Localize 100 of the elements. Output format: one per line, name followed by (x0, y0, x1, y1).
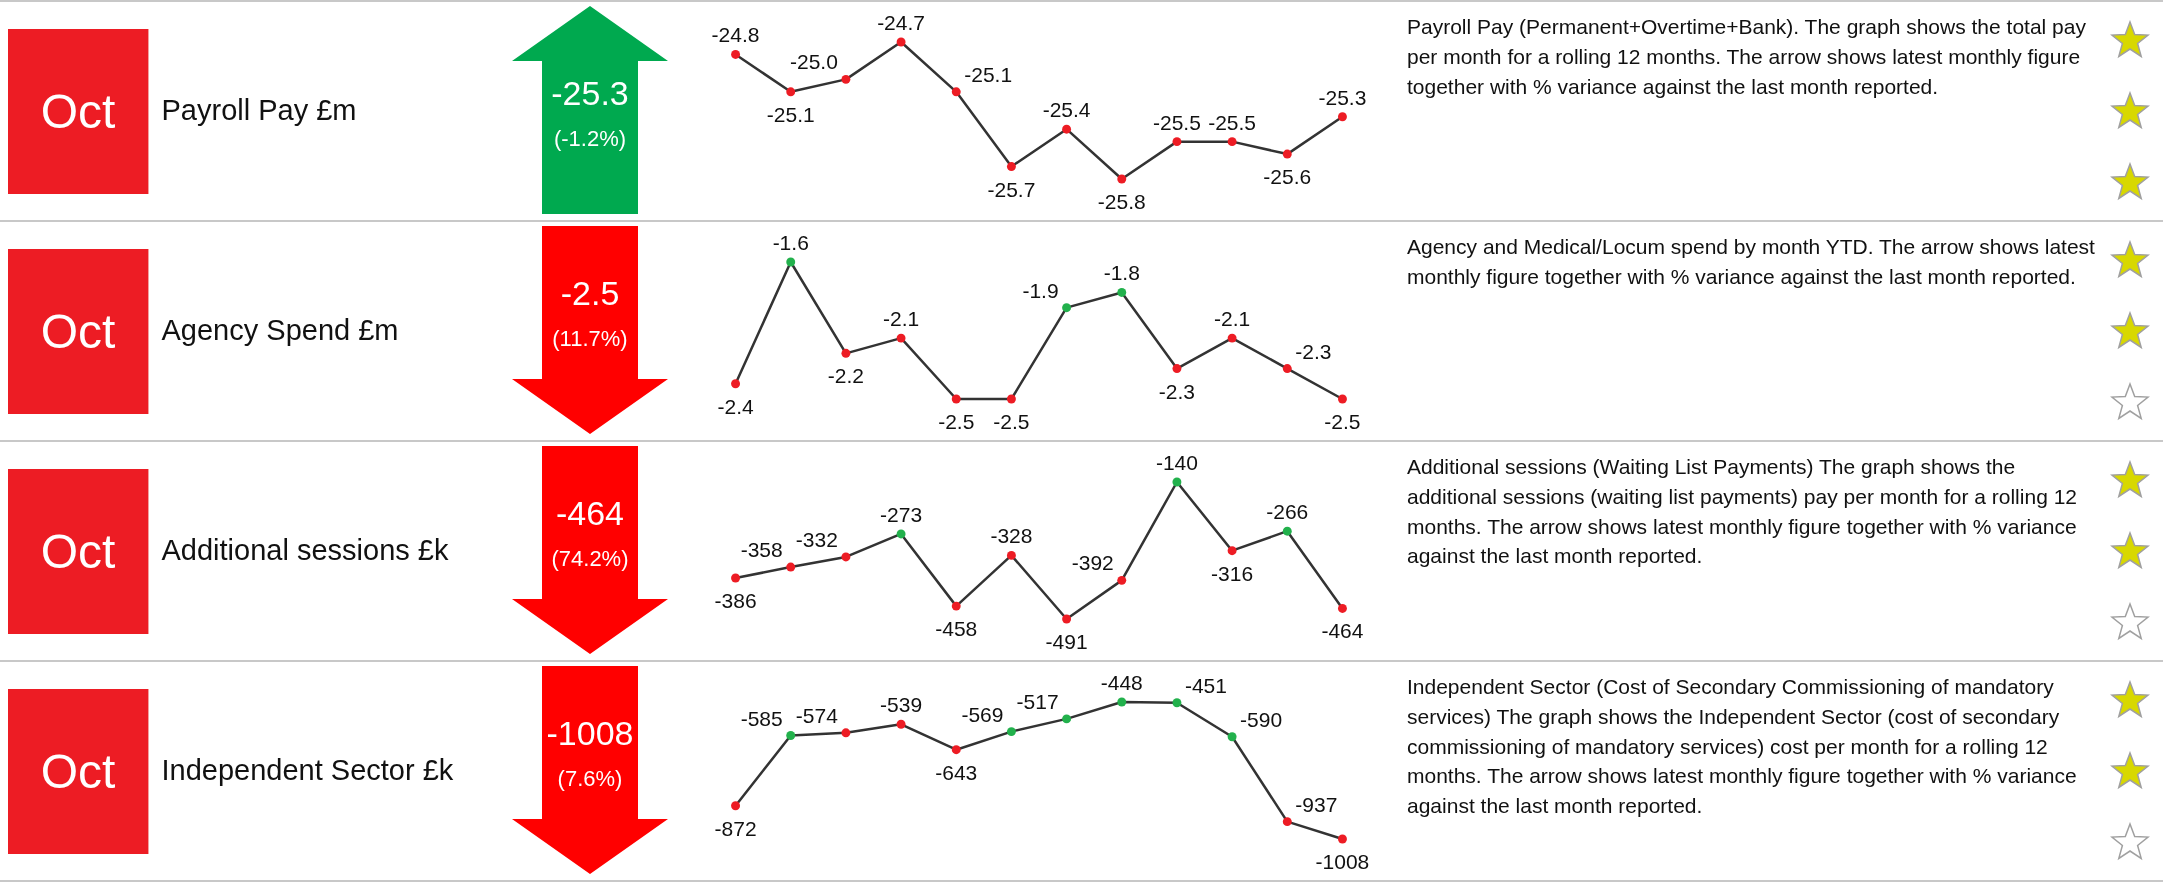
data-label: -2.1 (1214, 307, 1251, 331)
data-label: -392 (1071, 551, 1114, 575)
data-label: -25.1 (964, 62, 1013, 86)
data-label: -464 (1321, 619, 1364, 643)
text: Agency and Medical/Locum spend by month YTD. The arrow shows latest monthly figure together with % variance against the last month reported. (1406, 234, 2096, 290)
text: (74.2%) (550, 546, 630, 572)
text: Payroll Pay (Permanent+Overtime+Bank). The graph shows the total pay per month for a rolling 12 months. The arrow shows latest monthly figure together with % variance against the last month reported. (1406, 14, 2087, 100)
point (786, 731, 796, 740)
point (896, 719, 906, 729)
y-axis-title: Independent Sector £k (161, 753, 454, 786)
point (1337, 604, 1347, 613)
y-axis-title: Additional sessions £k (161, 533, 449, 566)
point (1337, 394, 1347, 404)
point (1337, 834, 1347, 844)
data-label: -2.5 (938, 410, 975, 433)
text: (-1.2%) (552, 126, 628, 152)
point (1062, 303, 1072, 313)
point (1227, 546, 1237, 556)
data-label: -2.2 (827, 364, 864, 388)
point (731, 573, 741, 583)
text: (7.6%) (556, 766, 624, 792)
text: -464 (554, 494, 626, 533)
data-label: -2.1 (882, 307, 920, 331)
data-label: -273 (880, 502, 923, 526)
point (1172, 137, 1182, 147)
data-label: -585 (740, 706, 783, 730)
data-label: -2.5 (1324, 410, 1361, 433)
point (1117, 287, 1127, 297)
data-label: -24.7 (877, 11, 926, 34)
data-label: -448 (1100, 671, 1143, 694)
point (731, 49, 741, 59)
data-label: -517 (1016, 689, 1059, 713)
text: -2.5 (559, 274, 621, 313)
data-label: -1.6 (772, 231, 809, 254)
data-label: -25.1 (766, 102, 815, 126)
data-label: -25.5 (1152, 110, 1201, 134)
data-label: -25.7 (987, 177, 1036, 201)
point (786, 562, 796, 572)
point (951, 394, 961, 404)
text: Oct (8, 28, 149, 194)
data-label: -590 (1240, 707, 1283, 731)
data-label: -25.3 (1318, 85, 1367, 109)
point (1337, 112, 1347, 122)
point (1062, 714, 1072, 724)
y-axis-title: Payroll Pay £m (161, 93, 357, 126)
data-label: -458 (935, 617, 978, 641)
point (1172, 364, 1182, 374)
data-label: -2.3 (1295, 339, 1332, 363)
point (786, 87, 796, 97)
data-label: -574 (795, 703, 839, 727)
text: Additional sessions (Waiting List Payments) The graph shows the additional sessions (waiting list payments) pay per month for a rolling 12 months. The arrow shows latest monthly figure together with % variance against the last month reported. (1406, 454, 2078, 570)
point (1006, 727, 1016, 737)
data-label: -872 (714, 816, 757, 840)
data-label: -386 (714, 589, 757, 613)
y-axis-title: Agency Spend £m (161, 313, 399, 346)
point (1117, 174, 1127, 184)
data-label: -539 (880, 693, 923, 717)
data-label: -25.4 (1042, 98, 1091, 122)
data-label: -2.4 (717, 394, 754, 418)
data-label: -328 (990, 524, 1033, 548)
text: Oct (8, 688, 149, 854)
text: Oct (8, 248, 149, 414)
text: Oct (8, 468, 149, 634)
point (731, 801, 741, 811)
point (1062, 614, 1072, 624)
data-label: -937 (1295, 792, 1338, 816)
point (786, 257, 796, 267)
data-label: -25.6 (1263, 165, 1312, 189)
text: -25.3 (550, 74, 630, 113)
point (1227, 333, 1237, 343)
data-label: -569 (961, 702, 1004, 726)
data-label: -332 (795, 527, 838, 551)
point (896, 37, 906, 47)
text: -1008 (545, 714, 635, 753)
point (1282, 364, 1292, 374)
point (951, 87, 961, 97)
point (1282, 149, 1292, 159)
point (1006, 550, 1016, 560)
data-label: -316 (1211, 561, 1254, 585)
data-label: -2.5 (993, 410, 1030, 433)
data-label: -140 (1155, 451, 1198, 474)
data-label: -2.3 (1158, 379, 1196, 403)
data-label: -1.9 (1022, 278, 1059, 302)
point (896, 529, 906, 539)
point (731, 379, 741, 389)
point (841, 728, 851, 738)
data-label: -358 (740, 538, 783, 562)
text: (11.7%) (551, 326, 629, 352)
point (841, 74, 851, 84)
data-label: -25.8 (1097, 190, 1146, 213)
data-label: -643 (935, 760, 978, 784)
point (951, 745, 961, 755)
point (1062, 124, 1072, 134)
data-label: -25.0 (790, 50, 838, 74)
point (1006, 394, 1016, 404)
data-label: -24.8 (711, 23, 760, 47)
data-label: -1.8 (1103, 261, 1140, 285)
point (841, 552, 851, 562)
point (896, 333, 906, 343)
text: Independent Sector (Cost of Secondary Commissioning of mandatory services) The graph shows the Independent Sector (cost of secondary commissioning of mandatory services) cost per month for a rolling 12 months. The arrow shows latest monthly figure together with % variance against the last month reported. (1406, 674, 2078, 820)
